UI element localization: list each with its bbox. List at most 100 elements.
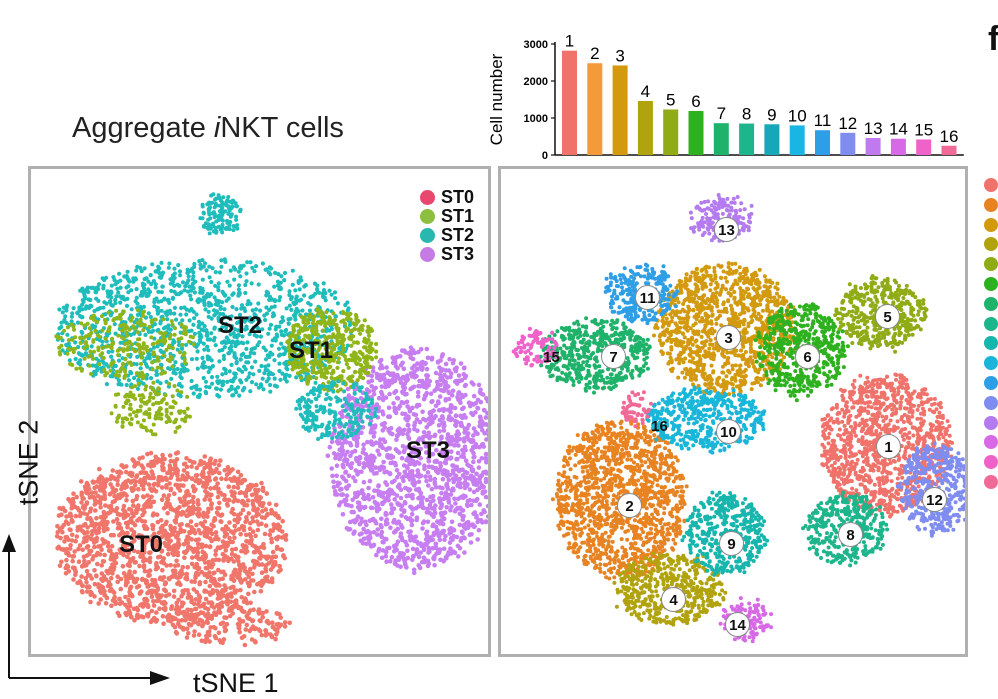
legend-label-st2: ST2 [441,225,474,246]
left-legend: ST0 ST1 ST2 ST3 [420,188,474,264]
cluster-badge-11: 11 [635,285,660,310]
bar-14 [891,139,906,155]
bar-label-4: 4 [641,82,650,101]
bar-9 [764,124,779,155]
bar-10 [790,125,805,155]
legend-item-st2: ST2 [420,226,474,245]
y-axis-label: tSNE 2 [13,420,44,506]
title-prefix: Aggregate [72,112,214,144]
st1-lower [110,381,192,437]
tsne-axes-arrows [0,530,180,690]
palette-swatch-13 [984,416,998,430]
palette-swatch-1 [984,178,998,192]
st2-top [198,192,242,235]
palette-swatch-10 [984,356,998,370]
cluster-badge-3: 3 [716,325,741,350]
bar-label-5: 5 [666,90,675,109]
x-axis-label: tSNE 1 [193,668,279,699]
legend-label-st1: ST1 [441,206,474,227]
palette-swatch-6 [984,277,998,291]
x-axis-arrow-head [150,671,170,685]
st0-tail [171,601,292,647]
bar-label-9: 9 [767,105,776,124]
bar-y-axis-label: Cell number [487,53,506,145]
cluster-badge-16: 16 [647,414,672,439]
bar-label-15: 15 [914,120,933,139]
palette-swatch-7 [984,297,998,311]
bar-16 [942,146,957,155]
bar-label-16: 16 [940,127,959,146]
bar-label-6: 6 [691,92,700,111]
bar-label-7: 7 [717,104,726,123]
palette-swatch-3 [984,218,998,232]
cluster-badge-7: 7 [601,344,626,369]
palette-swatch-11 [984,376,998,390]
cluster-badge-13: 13 [714,217,739,242]
legend-label-st3: ST3 [441,244,474,265]
palette-swatch-15 [984,455,998,469]
bar-label-10: 10 [788,106,807,125]
bar-y-tick-label: 0 [542,150,548,162]
cluster-label-st1: ST1 [289,337,333,365]
palette-swatch-12 [984,396,998,410]
bar-label-1: 1 [565,32,574,51]
palette-swatch-16 [984,475,998,489]
cluster-label-st2: ST2 [218,312,262,340]
palette-swatch-14 [984,435,998,449]
bar-label-2: 2 [590,44,599,63]
bar-15 [916,139,931,155]
bar-y-tick-label: 2000 [524,76,548,88]
bar-label-14: 14 [889,120,908,139]
cluster-badge-10: 10 [716,419,741,444]
palette-swatch-4 [984,237,998,251]
bar-1 [562,51,577,155]
legend-swatch-st3 [420,247,435,262]
bar-label-13: 13 [864,119,883,138]
bar-y-tick-label: 1000 [524,113,548,125]
cluster-badge-5: 5 [875,304,900,329]
legend-swatch-st2 [420,228,435,243]
legend-swatch-st0 [420,190,435,205]
cluster-badge-1: 1 [876,434,901,459]
bar-label-12: 12 [838,114,857,133]
cluster-badge-4: 4 [661,587,686,612]
palette-swatch-2 [984,198,998,212]
legend-item-st0: ST0 [420,188,474,207]
bar-2 [587,63,602,155]
bar-6 [689,111,704,155]
y-axis-arrow-head [2,534,16,552]
bar-label-3: 3 [615,46,624,65]
palette-swatch-9 [984,336,998,350]
legend-label-st0: ST0 [441,187,474,208]
right-tsne-panel: 1 2 3 4 5 6 7 8 9 10 11 12 13 14 15 16 [498,166,968,657]
right-tsne-plot [501,169,965,654]
cluster-badge-8: 8 [838,522,863,547]
bar-7 [714,123,729,155]
bar-11 [815,130,830,155]
figure-letter: f [988,20,998,59]
cluster-badge-9: 9 [719,531,744,556]
legend-swatch-st1 [420,209,435,224]
palette-swatch-5 [984,257,998,271]
bar-13 [866,138,881,155]
bar-y-tick-label: 3000 [524,39,548,51]
legend-item-st1: ST1 [420,207,474,226]
title-suffix: NKT cells [220,112,344,144]
cluster-badge-6: 6 [795,344,820,369]
legend-item-st3: ST3 [420,245,474,264]
cluster-badge-15: 15 [539,345,564,370]
bar-label-11: 11 [814,111,832,130]
left-panel-title: Aggregate iNKT cells [72,112,344,145]
bar-4 [638,101,653,155]
bar-label-8: 8 [742,105,751,124]
palette-swatch-8 [984,317,998,331]
bar-8 [739,124,754,155]
bar-3 [613,65,628,155]
cluster-badge-14: 14 [725,612,750,637]
cluster-label-st3: ST3 [406,437,450,465]
cluster-badge-12: 12 [922,487,947,512]
bar-12 [840,133,855,155]
bar-5 [663,109,678,155]
cluster-badge-2: 2 [617,493,642,518]
